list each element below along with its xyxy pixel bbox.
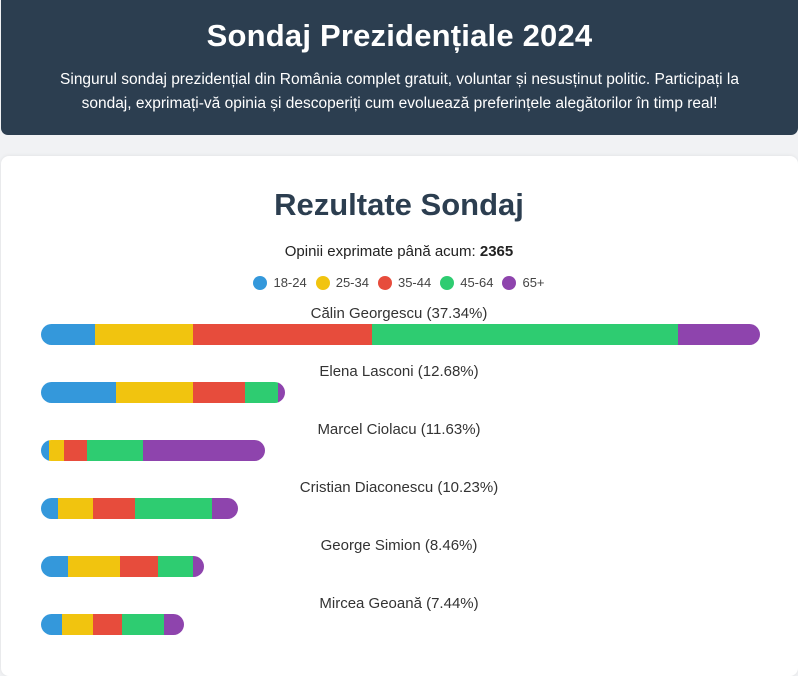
legend-item-18-24: 18-24 (253, 275, 307, 290)
bar-segment-35-44 (193, 382, 246, 403)
bar-segment-35-44 (119, 556, 159, 577)
legend-label: 25-34 (335, 275, 369, 290)
legend-dot (315, 275, 330, 290)
candidate-label: Mircea Geoană (7.44%) (319, 595, 479, 612)
results-title: Rezultate Sondaj (274, 187, 524, 222)
bar-segment-65plus (277, 382, 286, 403)
total-opinions: Opinii exprimate până acum: 2365 (0, 243, 798, 260)
bar-segment-25-34 (94, 324, 194, 345)
bar-segment-18-24 (41, 382, 117, 403)
candidate-label: Călin Georgescu (37.34%) (310, 305, 488, 322)
bar-segment-25-34 (62, 614, 93, 635)
bar-segment-25-34 (48, 440, 65, 461)
bar-segment-25-34 (116, 382, 194, 403)
bar-segment-45-64 (121, 614, 165, 635)
bar-segment-18-24 (41, 498, 59, 519)
bar-segment-25-34 (58, 498, 93, 519)
candidate-bar (41, 440, 265, 461)
bar-segment-65plus (193, 556, 204, 577)
header-banner: Sondaj Prezidențiale 2024 Singurul sonda… (1, 0, 798, 135)
bar-segment-65plus (678, 324, 760, 345)
legend-label: 35-44 (397, 275, 432, 290)
legend-dot (502, 275, 517, 290)
bar-segment-18-24 (41, 324, 95, 345)
candidate-label: Marcel Ciolacu (11.63%) (317, 421, 481, 438)
total-opinions-label: Opinii exprimate până acum: (284, 243, 476, 260)
bar-segment-18-24 (41, 440, 49, 461)
legend-dot (253, 275, 268, 290)
candidate-bar (41, 614, 185, 635)
candidate-bar (41, 498, 238, 519)
bar-segment-35-44 (64, 440, 88, 461)
legend-item-25-34: 25-34 (315, 275, 369, 290)
candidate-label: Elena Lasconi (12.68%) (319, 363, 479, 380)
bar-segment-65plus (143, 440, 265, 461)
legend-label: 45-64 (460, 275, 494, 290)
candidate-bar (41, 324, 760, 345)
legend-item-65plus: 65+ (502, 275, 545, 290)
bar-segment-35-44 (92, 498, 136, 519)
bar-segment-25-34 (67, 556, 120, 577)
legend-item-45-64: 45-64 (440, 275, 493, 290)
bar-segment-35-44 (92, 614, 122, 635)
bar-segment-65plus (212, 498, 238, 519)
bar-segment-45-64 (87, 440, 143, 461)
legend-dot (377, 275, 392, 290)
chart-legend: 18-24 25-34 35-44 45-64 65+ (0, 275, 798, 290)
candidate-bar (41, 556, 204, 577)
bar-segment-45-64 (135, 498, 213, 519)
legend-dot (440, 275, 455, 290)
total-opinions-value: 2365 (479, 243, 514, 260)
bar-segment-45-64 (245, 382, 278, 403)
results-card (1, 156, 798, 676)
bar-segment-45-64 (372, 324, 679, 345)
bar-segment-45-64 (158, 556, 194, 577)
bar-segment-65plus (164, 614, 185, 635)
bar-segment-35-44 (193, 324, 373, 345)
legend-label: 18-24 (273, 275, 307, 290)
legend-item-35-44: 35-44 (377, 275, 432, 290)
bar-segment-18-24 (41, 556, 68, 577)
page-title: Sondaj Prezidențiale 2024 (206, 18, 593, 53)
candidate-bar (41, 382, 286, 403)
candidate-label: George Simion (8.46%) (320, 537, 478, 554)
bar-segment-18-24 (41, 614, 63, 635)
page-description: Singurul sondaj prezidențial din România… (60, 71, 739, 112)
candidate-label: Cristian Diaconescu (10.23%) (299, 479, 499, 496)
legend-label: 65+ (522, 275, 545, 290)
